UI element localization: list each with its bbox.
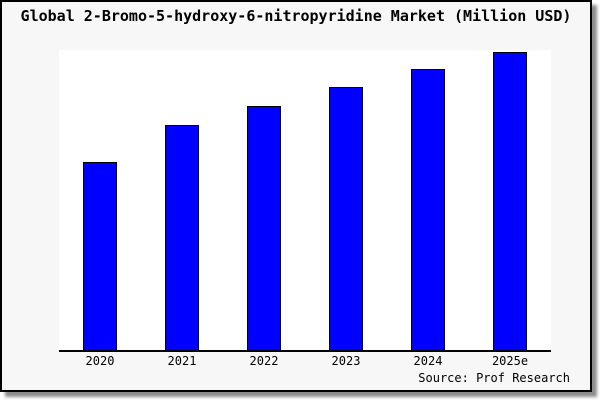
x-axis-labels: 2020 2021 2022 2023 2024 2025e bbox=[59, 354, 551, 370]
chart-figure: Global 2-Bromo-5-hydroxy-6-nitropyridine… bbox=[0, 0, 592, 392]
x-tick-label-2022: 2022 bbox=[249, 354, 279, 368]
bar-2020 bbox=[83, 162, 117, 350]
plot-area bbox=[59, 50, 551, 352]
bar-2022 bbox=[247, 106, 281, 350]
chart-title: Global 2-Bromo-5-hydroxy-6-nitropyridine… bbox=[20, 7, 572, 25]
x-tick-label-2024: 2024 bbox=[413, 354, 443, 368]
bar-2024 bbox=[411, 69, 445, 350]
x-tick-label-2021: 2021 bbox=[167, 354, 197, 368]
bar-2023 bbox=[329, 87, 363, 350]
bar-2021 bbox=[165, 125, 199, 350]
source-note: Source: Prof Research bbox=[418, 371, 570, 385]
x-tick-label-2020: 2020 bbox=[85, 354, 115, 368]
x-tick-label-2023: 2023 bbox=[331, 354, 361, 368]
bar-2025e bbox=[493, 51, 527, 350]
x-tick-label-2025e: 2025e bbox=[491, 354, 529, 368]
